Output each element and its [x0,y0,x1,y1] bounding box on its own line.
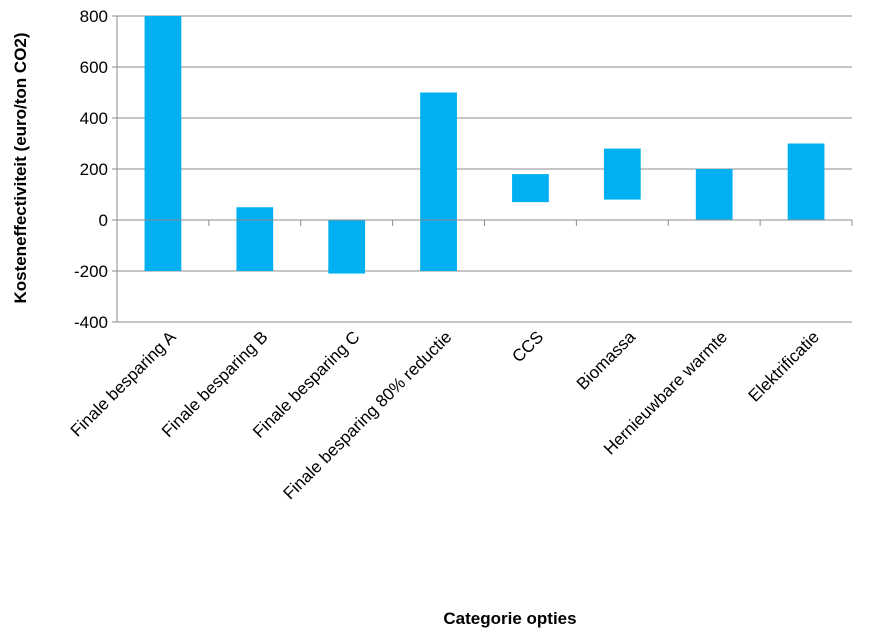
bar-3 [328,220,366,274]
y-tick-label: 0 [99,211,108,230]
bar-4 [420,92,457,271]
bar-8 [787,143,825,220]
x-axis-title: Categorie opties [443,609,576,628]
y-tick-label: 200 [80,160,108,179]
gridlines [117,15,852,323]
x-tick-label: CCS [508,327,547,366]
bar-7 [695,169,733,220]
y-tick-label: -200 [74,262,108,281]
y-tick-label: 400 [80,109,108,128]
bar-6 [603,148,641,200]
bar-5 [512,174,549,203]
axes [112,15,853,323]
y-tick-labels: -400 -200 0 200 400 600 800 [74,7,108,332]
y-tick-label: 600 [80,58,108,77]
bar-2 [236,207,274,271]
y-axis-title: Kosteneffectiviteit (euro/ton CO2) [11,32,30,303]
bar-1 [144,16,182,271]
y-tick-label: -400 [74,313,108,332]
x-tick-label: Elektrificatie [745,327,823,405]
y-tick-label: 800 [80,7,108,26]
bars [144,16,825,274]
x-tick-label: Biomassa [573,327,640,394]
x-tick-label: Finale besparing 80% reductie [280,327,456,503]
